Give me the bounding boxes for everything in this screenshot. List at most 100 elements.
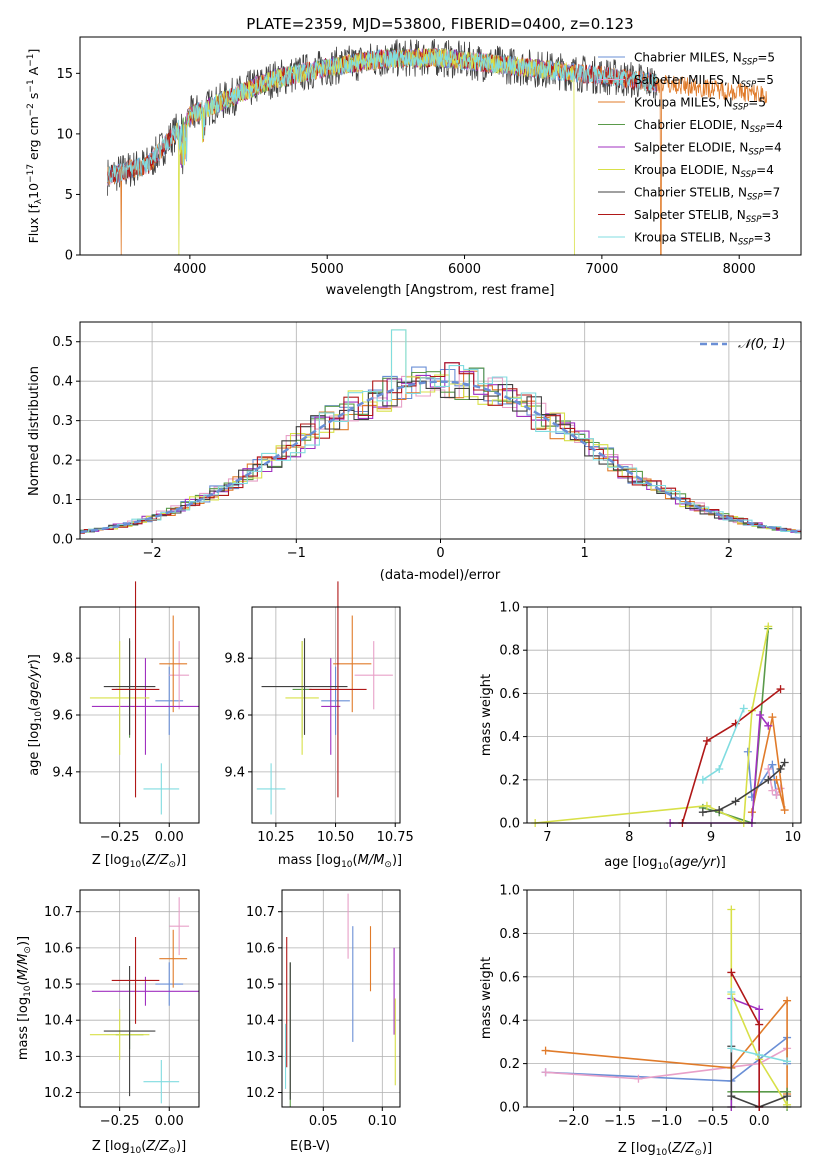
- weight-marker: [783, 1057, 792, 1066]
- mass-z-ylabel: mass [log10(M/M⊙)]: [16, 936, 33, 1060]
- legend-count: =4: [764, 141, 782, 155]
- y-tick-label: 10.6: [246, 941, 275, 956]
- weight-marker: [776, 685, 785, 694]
- y-tick-label: 0.4: [52, 375, 73, 390]
- mass-vs-metallicity-panel: −0.25 0.00 10.2 10.3 10.4 10.5 10.6 10.7: [44, 889, 200, 1129]
- y-tick-label: 0.1: [52, 493, 73, 508]
- x-tick-label: 8000: [723, 262, 756, 277]
- x-tick-label: −0.25: [100, 830, 140, 845]
- age-z-ylabel: age [log10(age/yr)]: [27, 654, 44, 776]
- y-tick-label: 0.2: [499, 773, 520, 788]
- residual-histogram: [80, 329, 801, 534]
- y-tick-label: 9.4: [52, 765, 73, 780]
- weight-marker: [764, 765, 773, 773]
- legend-label: Salpeter MILES, NSSP=5: [634, 73, 774, 90]
- legend-subscript: SSP: [741, 170, 757, 180]
- x-tick-label: 10.50: [317, 830, 354, 845]
- age-vs-metallicity-panel: −0.25 0.00 9.4 9.6 9.8: [52, 581, 200, 845]
- y-tick-label: 0.2: [499, 1057, 520, 1072]
- legend-subscript: SSP: [733, 103, 749, 113]
- weight-marker: [755, 1050, 764, 1059]
- legend-count: =3: [754, 231, 772, 245]
- y-tick-label: 10.2: [246, 1086, 275, 1101]
- y-tick-label: 15: [56, 67, 73, 82]
- weight-marker: [772, 775, 781, 784]
- weight-series-line: [730, 909, 788, 1106]
- spectrum-series-line: [107, 49, 658, 183]
- weight-marker: [764, 775, 773, 784]
- weight-series-line: [751, 717, 786, 813]
- x-tick-label: 0.10: [368, 1114, 397, 1129]
- y-tick-label: 10.3: [44, 1050, 73, 1065]
- weight-marker: [776, 765, 785, 773]
- weight-marker: [541, 1068, 550, 1077]
- y-tick-label: 10.5: [246, 978, 275, 993]
- axes-frame: [251, 606, 401, 824]
- x-tick-label: 0.05: [309, 1114, 338, 1129]
- age-mass-weight-panel: 7 8 9 10 0.0 0.2 0.4 0.6 0.8 1.0: [499, 601, 802, 845]
- weight-marker: [783, 996, 792, 1005]
- weight-series-line: [730, 1046, 788, 1108]
- y-tick-label: 0.8: [499, 644, 520, 659]
- x-tick-label: −0.5: [697, 1114, 729, 1129]
- weight-series-line: [730, 997, 760, 1107]
- x-tick-label: 10: [785, 830, 802, 845]
- residual-panel: −2 −1 0 1 2 0.0 0.1 0.2 0.3 0.4 0.5: [52, 321, 802, 561]
- legend-count: =5: [748, 96, 766, 110]
- legend-count: =7: [763, 186, 781, 200]
- weight-marker: [727, 905, 736, 914]
- weight-marker: [772, 790, 781, 799]
- y-tick-label: 0.6: [499, 970, 520, 985]
- legend-subscript: SSP: [742, 58, 758, 68]
- weight-marker: [698, 808, 707, 817]
- z-weight-ylabel: mass weight: [479, 957, 494, 1039]
- weight-marker: [768, 786, 777, 795]
- y-tick-label: 10: [56, 127, 73, 142]
- x-tick-label: −2: [143, 546, 162, 561]
- x-tick-label: −0.25: [100, 1114, 140, 1129]
- axes-frame: [281, 889, 401, 1108]
- x-tick-label: 7000: [585, 262, 618, 277]
- legend-subscript: SSP: [748, 148, 764, 158]
- legend-subscript: SSP: [747, 193, 763, 203]
- y-tick-label: 0.0: [52, 533, 73, 548]
- legend-count: =3: [761, 208, 779, 222]
- spectrum-xlabel: wavelength [Angstrom, rest frame]: [326, 283, 555, 298]
- legend-label: Kroupa STELIB, NSSP=3: [634, 231, 771, 248]
- weight-series-line: [702, 628, 770, 825]
- weight-series-line: [730, 992, 788, 1063]
- axes-frame: [79, 889, 200, 1108]
- y-tick-label: 5: [65, 188, 73, 203]
- weight-marker: [743, 747, 752, 756]
- x-tick-label: 1: [581, 546, 589, 561]
- legend-subscript: SSP: [746, 215, 762, 225]
- x-tick-label: 0.00: [155, 830, 184, 845]
- weight-marker: [702, 736, 711, 745]
- y-tick-label: 1.0: [499, 601, 520, 616]
- weight-marker: [764, 622, 773, 631]
- y-tick-label: 10.5: [44, 978, 73, 993]
- x-tick-label: −1: [287, 546, 306, 561]
- y-tick-label: 0.5: [52, 335, 73, 350]
- legend-subscript: SSP: [750, 125, 766, 135]
- mass-vs-extinction-panel: 0.05 0.10 10.2 10.3 10.4 10.5 10.6 10.7: [246, 889, 401, 1129]
- weight-marker: [755, 1020, 764, 1029]
- y-tick-label: 10.4: [44, 1014, 73, 1029]
- weight-marker: [764, 721, 773, 730]
- residual-xlabel: (data-model)/error: [380, 568, 501, 583]
- axes-frame: [79, 321, 802, 540]
- x-tick-label: −2.0: [558, 1114, 590, 1129]
- x-tick-label: 4000: [173, 262, 206, 277]
- weight-series-line: [702, 708, 745, 781]
- y-tick-label: 10.7: [44, 905, 73, 920]
- weight-marker: [755, 1005, 764, 1014]
- legend-subscript: SSP: [741, 80, 757, 90]
- legend-label: Kroupa ELODIE, NSSP=4: [634, 163, 774, 180]
- weight-marker: [731, 797, 740, 806]
- y-tick-label: 1.0: [499, 884, 520, 899]
- x-tick-label: −1.0: [651, 1114, 683, 1129]
- weight-marker: [727, 987, 736, 996]
- x-tick-label: 0.00: [155, 1114, 184, 1129]
- x-tick-label: 6000: [448, 262, 481, 277]
